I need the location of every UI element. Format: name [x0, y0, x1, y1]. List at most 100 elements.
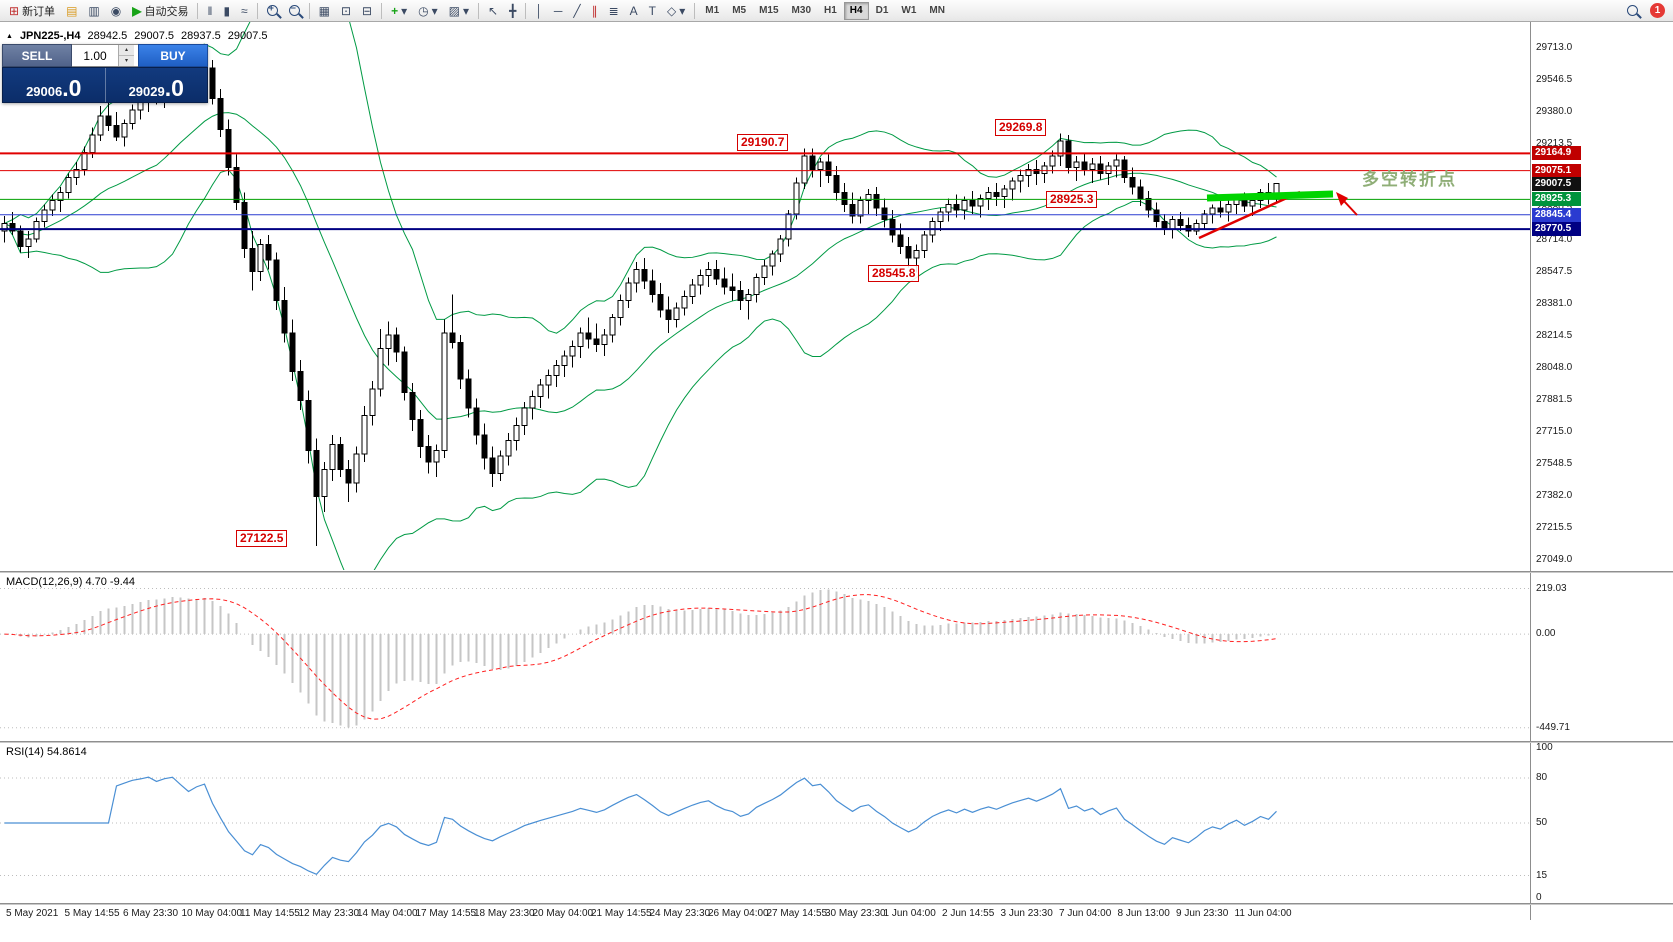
candlestick-chart-button[interactable]: ▮ — [218, 1, 235, 20]
text-tool-button[interactable]: A — [625, 1, 643, 20]
zoom-in-button[interactable]: + — [262, 1, 283, 20]
volume-up-button[interactable]: ▴ — [119, 45, 134, 56]
horizontal-line-icon: ─ — [553, 3, 563, 18]
rsi-panel-splitter[interactable] — [0, 741, 1673, 743]
time-axis-label: 21 May 14:55 — [591, 908, 652, 919]
time-axis-label: 12 May 23:30 — [298, 908, 360, 919]
arrange-windows-icon: ⊟ — [362, 3, 373, 18]
rsi-scale-label: 100 — [1536, 742, 1553, 753]
rsi-scale-label: 0 — [1536, 892, 1542, 903]
price-callout-label[interactable]: 29190.7 — [737, 134, 789, 151]
channel-button[interactable]: ∥ — [587, 1, 603, 20]
periods-clock-icon: ◷ — [418, 3, 429, 18]
time-axis-label: 6 May 23:30 — [123, 908, 179, 919]
buy-price[interactable]: 29029.0 — [106, 68, 208, 102]
timeframe-m5-button[interactable]: M5 — [726, 2, 752, 20]
signals-button[interactable]: ◉ — [106, 1, 126, 20]
label-tool-button[interactable]: T — [644, 1, 661, 20]
time-axis-label: 1 Jun 04:00 — [883, 908, 936, 919]
vertical-line-icon: │ — [535, 3, 543, 18]
fibonacci-button[interactable]: ≣ — [604, 1, 624, 20]
tile-windows-button[interactable]: ▦ — [314, 1, 335, 20]
volume-down-button[interactable]: ▾ — [119, 56, 134, 66]
red-arrow-head[interactable] — [1336, 192, 1348, 206]
timeframe-d1-button[interactable]: D1 — [870, 2, 895, 20]
timeframe-h1-button[interactable]: H1 — [818, 2, 843, 20]
market-watch-button[interactable]: ▤ — [61, 1, 82, 20]
data-window-button[interactable]: ▥ — [83, 1, 104, 20]
cascade-windows-button[interactable]: ⊡ — [336, 1, 356, 20]
red-trendline[interactable] — [1198, 190, 1301, 240]
macd-scale-label: 0.00 — [1536, 628, 1556, 640]
toolbar-separator — [694, 2, 696, 19]
line-chart-button[interactable]: ≈ — [236, 1, 253, 20]
price-scale-label: 27049.0 — [1536, 553, 1573, 565]
timeframe-h4-button[interactable]: H4 — [843, 1, 869, 20]
rsi-scale-label: 80 — [1536, 772, 1548, 783]
price-scale-label: 29380.0 — [1536, 105, 1573, 117]
buy-button[interactable]: BUY — [138, 44, 208, 67]
price-callout-label[interactable]: 28545.8 — [868, 265, 920, 282]
macd-indicator-label: MACD(12,26,9) 4.70 -9.44 — [6, 576, 136, 588]
price-tag: 28925.3 — [1532, 192, 1581, 207]
search-button[interactable] — [1622, 1, 1643, 20]
volume-input[interactable] — [72, 45, 118, 66]
notification-badge[interactable]: 1 — [1650, 3, 1665, 18]
toolbar-separator — [256, 2, 258, 19]
macd-panel-layer — [0, 588, 1530, 729]
toolbar-separator — [381, 2, 383, 19]
red-arrow[interactable] — [1342, 199, 1358, 216]
price-scale-label: 28880.5 — [1536, 202, 1572, 214]
new-order-button[interactable]: ⊞ 新订单 — [4, 1, 60, 20]
sell-price[interactable]: 29006.0 — [3, 68, 106, 102]
macd-panel-splitter[interactable] — [0, 571, 1673, 573]
data-window-icon: ▥ — [88, 3, 100, 18]
rsi-panel-layer — [0, 776, 1530, 876]
price-tag: 29075.1 — [1532, 163, 1581, 178]
turning-point-note[interactable]: 多空转折点 — [1362, 170, 1457, 189]
rsi-indicator-label: RSI(14) 54.8614 — [6, 746, 87, 758]
price-callout-label[interactable]: 29269.8 — [995, 119, 1047, 136]
zoom-out-button[interactable]: − — [284, 1, 305, 20]
periods-button[interactable]: ◷ ▾ — [413, 1, 443, 20]
ohlc-open: 28942.5 — [87, 30, 128, 42]
market-watch-icon: ▤ — [66, 3, 78, 18]
arrange-windows-button[interactable]: ⊟ — [357, 1, 377, 20]
price-scale-label: 29213.5 — [1536, 137, 1573, 149]
autotrade-button[interactable]: ▶ 自动交易 — [127, 1, 193, 20]
price-scale-label: 29713.0 — [1536, 42, 1573, 53]
price-axis-separator — [1530, 22, 1531, 920]
chart-canvas[interactable] — [0, 22, 1673, 942]
templates-icon: ▨ — [448, 3, 461, 18]
timeframe-w1-button[interactable]: W1 — [895, 2, 922, 20]
bar-chart-button[interactable]: ‖ — [202, 1, 217, 20]
label-tool-icon: T — [648, 3, 657, 18]
price-scale-label: 27881.5 — [1536, 393, 1573, 405]
volume-spinner: ▴ ▾ — [118, 45, 134, 66]
shapes-button[interactable]: ◇ ▾ — [662, 1, 690, 20]
price-scale-label: 28381.0 — [1536, 297, 1573, 309]
timeframe-m15-button[interactable]: M15 — [753, 2, 784, 20]
price-scale-label: 28547.5 — [1536, 265, 1573, 277]
green-highlight-segment[interactable] — [1206, 190, 1334, 202]
timeframe-m1-button[interactable]: M1 — [699, 2, 725, 20]
sell-button[interactable]: SELL — [2, 44, 72, 67]
price-scale-label: 28048.0 — [1536, 361, 1573, 373]
vertical-line-button[interactable]: │ — [530, 1, 548, 20]
time-axis-label: 8 Jun 13:00 — [1117, 908, 1170, 919]
price-callout-label[interactable]: 27122.5 — [236, 530, 288, 547]
price-callout-label[interactable]: 28925.3 — [1046, 191, 1098, 208]
horizontal-line-button[interactable]: ─ — [549, 1, 568, 20]
time-axis-label: 3 Jun 23:30 — [1000, 908, 1053, 919]
toolbar-separator — [478, 2, 480, 19]
timeframe-m30-button[interactable]: M30 — [786, 2, 817, 20]
time-axis-label: 20 May 04:00 — [532, 908, 594, 919]
rsi-line — [4, 776, 1277, 875]
templates-button[interactable]: ▨ ▾ — [444, 1, 474, 20]
time-axis-label: 24 May 23:30 — [649, 908, 711, 919]
trendline-button[interactable]: ╱ — [568, 1, 585, 20]
cursor-button[interactable]: ↖ — [483, 1, 503, 20]
timeframe-mn-button[interactable]: MN — [923, 2, 951, 20]
indicators-button[interactable]: + ▾ — [386, 1, 412, 20]
crosshair-button[interactable]: ╋ — [504, 1, 521, 20]
